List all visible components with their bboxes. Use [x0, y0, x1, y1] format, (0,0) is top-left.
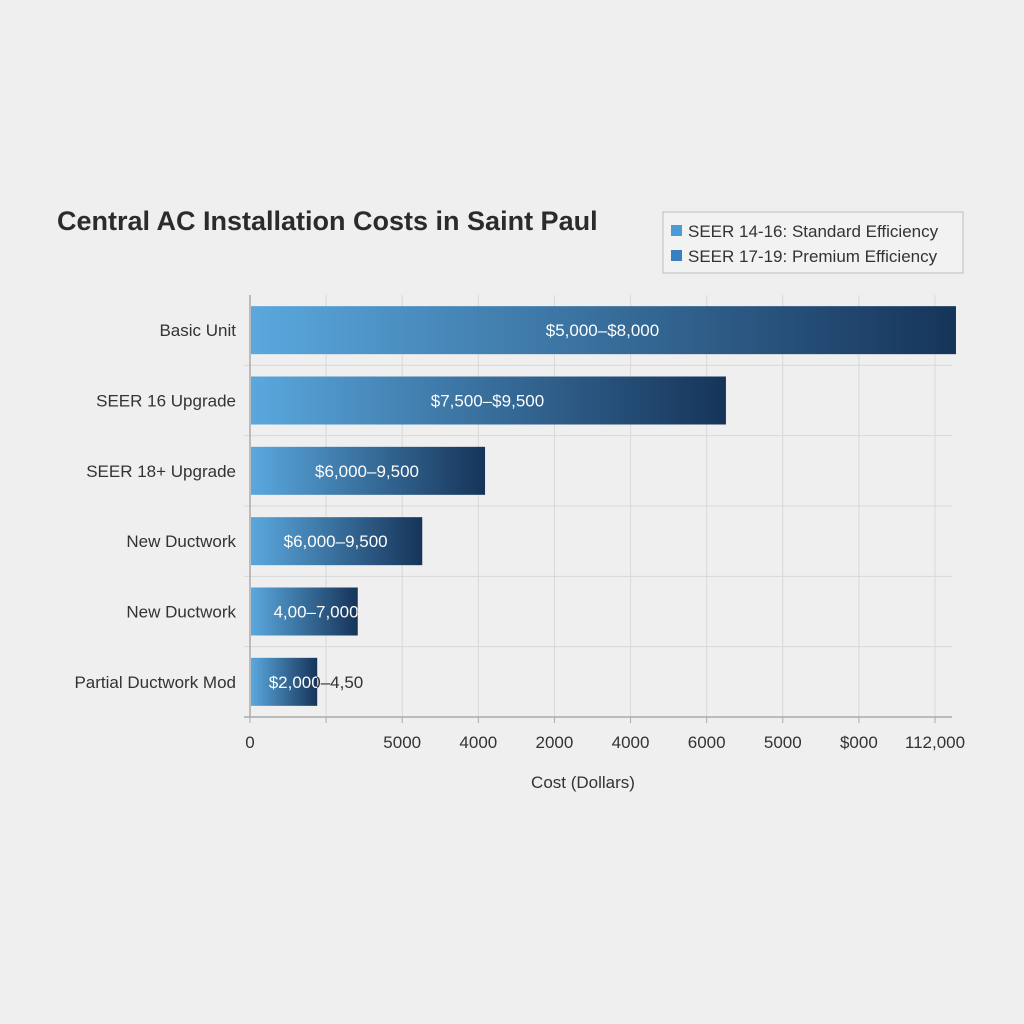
legend-label: SEER 17-19: Premium Efficiency	[688, 247, 938, 266]
x-tick-label: 0	[245, 733, 254, 752]
bar	[251, 587, 358, 636]
legend-box	[662, 211, 964, 274]
x-tick-label: 2000	[536, 733, 574, 752]
data-label: 4,00–7,000	[273, 603, 358, 622]
x-axis-label: Cost (Dollars)	[531, 773, 635, 792]
category-label: SEER 16 Upgrade	[96, 392, 236, 411]
x-tick-label: 112,000	[905, 733, 965, 752]
x-tick-label: 4000	[459, 733, 497, 752]
x-tick-label: 5000	[764, 733, 802, 752]
data-label: $2,000–4,50	[269, 673, 364, 692]
bar	[251, 657, 318, 706]
data-label: $6,000–9,500	[284, 532, 388, 551]
bar	[251, 517, 423, 566]
category-label: New Ductwork	[126, 603, 236, 622]
legend-label: SEER 14-16: Standard Efficiency	[688, 222, 939, 241]
category-label: Partial Ductwork Mod	[74, 673, 236, 692]
category-label: SEER 18+ Upgrade	[86, 462, 236, 481]
category-label: New Ductwork	[126, 532, 236, 551]
category-label: Basic Unit	[159, 321, 236, 340]
bar	[251, 376, 726, 425]
bar	[251, 446, 486, 495]
x-tick-label: 4000	[612, 733, 650, 752]
x-tick-label: $000	[840, 733, 878, 752]
x-tick-label: 6000	[688, 733, 726, 752]
x-tick-label: 5000	[383, 733, 421, 752]
legend-swatch	[671, 225, 682, 236]
data-label: $6,000–9,500	[315, 462, 419, 481]
data-label: $7,500–$9,500	[431, 392, 544, 411]
legend: SEER 14-16: Standard Efficiency SEER 17-…	[662, 211, 964, 274]
bar	[251, 306, 956, 355]
legend-swatch	[671, 250, 682, 261]
chart-title: Central AC Installation Costs in Saint P…	[57, 206, 598, 236]
data-label: $5,000–$8,000	[546, 321, 659, 340]
